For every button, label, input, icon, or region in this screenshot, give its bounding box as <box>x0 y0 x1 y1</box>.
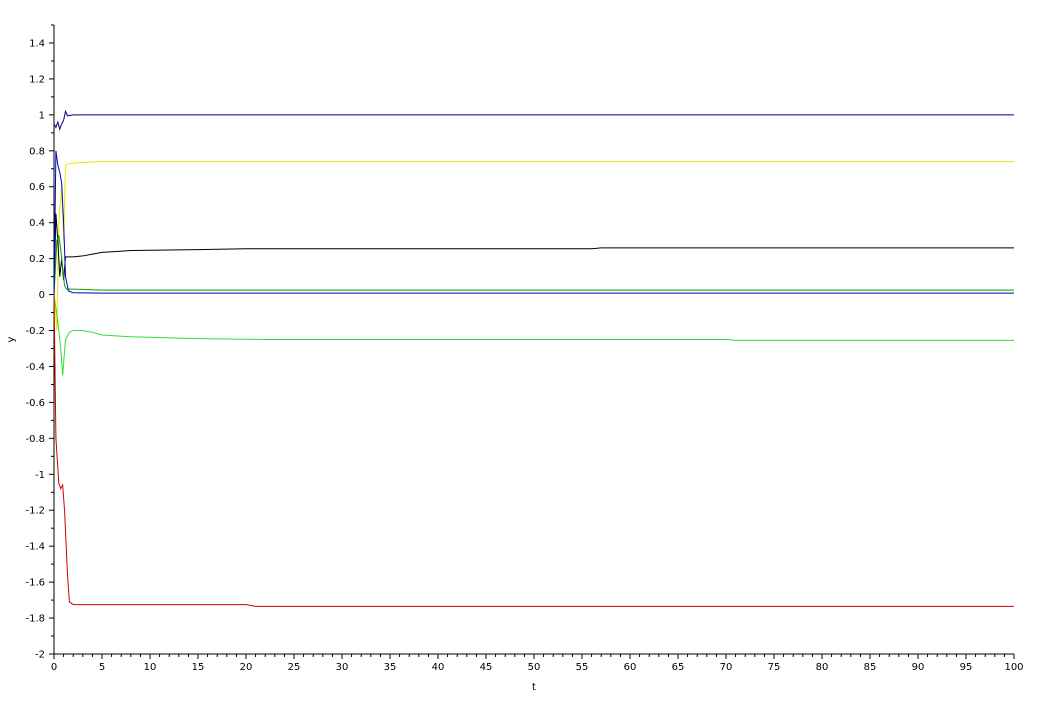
series-line-5 <box>53 150 1014 295</box>
series-line-7 <box>53 294 1014 607</box>
y-tick-label: -0.2 <box>25 326 45 337</box>
y-tick-label: -0.8 <box>25 434 45 445</box>
x-tick-label: 100 <box>1004 662 1023 673</box>
x-tick-label: 80 <box>816 662 829 673</box>
series-line-4 <box>53 235 1014 295</box>
x-tick-label: 45 <box>480 662 493 673</box>
x-tick-label: 90 <box>912 662 925 673</box>
x-tick-label: 0 <box>51 662 57 673</box>
x-tick-label: 5 <box>99 662 105 673</box>
y-tick-label: 0.4 <box>29 218 45 229</box>
x-tick-label: 25 <box>288 662 301 673</box>
y-tick-label: -1.2 <box>25 506 45 517</box>
series-line-6 <box>53 294 1014 376</box>
y-tick-label: -2 <box>35 650 45 661</box>
y-tick-label: 0.2 <box>29 254 45 265</box>
y-tick-label: -1.4 <box>25 542 45 553</box>
y-tick-label: -0.4 <box>25 362 45 373</box>
x-tick-label: 30 <box>336 662 349 673</box>
x-tick-label: 55 <box>576 662 589 673</box>
series-line-1 <box>53 109 1014 131</box>
x-tick-label: 35 <box>384 662 397 673</box>
x-tick-label: 10 <box>144 662 157 673</box>
y-tick-label: 0.6 <box>29 182 45 193</box>
x-tick-label: 70 <box>720 662 733 673</box>
y-tick-label: 0 <box>39 290 45 301</box>
y-tick-label: 0.8 <box>29 146 45 157</box>
y-tick-label: -1 <box>35 470 45 481</box>
x-tick-label: 40 <box>432 662 445 673</box>
x-tick-label: 85 <box>864 662 877 673</box>
series-layer <box>53 109 1014 607</box>
x-tick-label: 75 <box>768 662 781 673</box>
y-tick-label: -1.8 <box>25 614 45 625</box>
y-axis-label: y <box>6 336 17 342</box>
series-line-2 <box>53 161 1014 331</box>
x-tick-label: 65 <box>672 662 685 673</box>
y-tick-label: -1.6 <box>25 578 45 589</box>
x-tick-label: 50 <box>528 662 541 673</box>
y-tick-label: -0.6 <box>25 398 45 409</box>
series-line-3 <box>53 213 1014 295</box>
y-tick-label: 1.2 <box>29 74 45 85</box>
x-axis-label: t <box>532 682 536 693</box>
y-tick-label: 1 <box>39 110 45 121</box>
x-tick-label: 60 <box>624 662 637 673</box>
y-tick-label: 1.4 <box>29 38 45 49</box>
x-tick-label: 15 <box>192 662 205 673</box>
x-tick-label: 20 <box>240 662 253 673</box>
axes: 0 5 10 15 20 25 30 35 40 45 50 55 60 65 70 75 80 85 90 95 10… <box>25 24 1024 673</box>
x-tick-label: 95 <box>960 662 973 673</box>
